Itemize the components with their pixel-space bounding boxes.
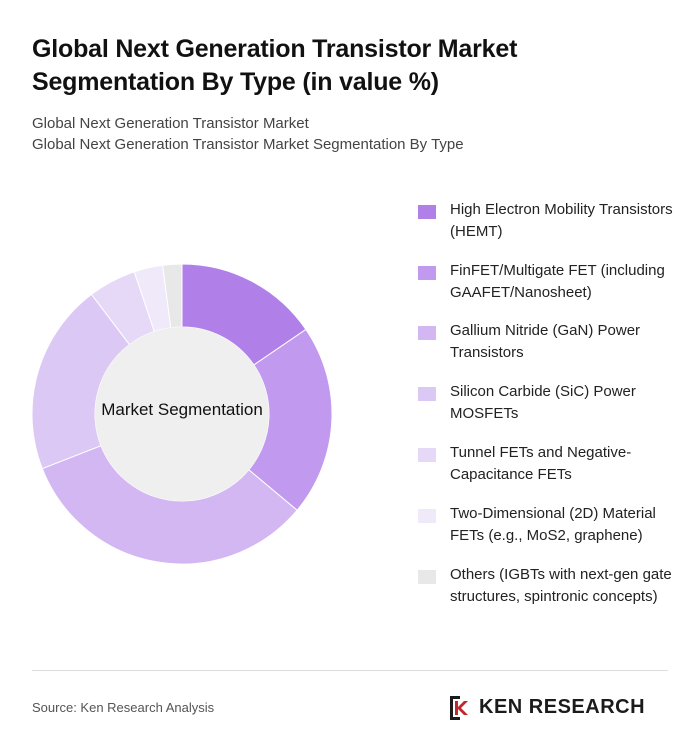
ken-research-logo: KEN RESEARCH	[447, 694, 672, 722]
legend-label: Tunnel FETs and Negative-Capacitance FET…	[450, 444, 632, 483]
legend-swatch	[418, 326, 436, 340]
legend-swatch	[418, 570, 436, 584]
subtitle-line-1: Global Next Generation Transistor Market	[32, 115, 309, 132]
legend-swatch	[418, 448, 436, 462]
legend-label: Gallium Nitride (GaN) Power Transistors	[450, 322, 641, 361]
ken-research-logo-text: KEN RESEARCH	[479, 696, 646, 718]
donut-center-label: Market Segmentation	[101, 400, 263, 419]
donut-chart	[31, 263, 333, 565]
chart-title: Global Next Generation Transistor Market…	[32, 35, 518, 96]
legend-swatch	[418, 205, 436, 219]
legend-label: High Electron Mobility Transistors (HEMT…	[450, 201, 673, 240]
footer-divider	[32, 670, 668, 671]
subtitle-line-2: Global Next Generation Transistor Market…	[32, 136, 464, 153]
chart-subtitle: Global Next Generation Transistor Market…	[32, 113, 464, 155]
legend-swatch	[418, 266, 436, 280]
legend-label: Silicon Carbide (SiC) Power MOSFETs	[450, 383, 636, 422]
legend-label: FinFET/Multigate FET (including GAAFET/N…	[450, 262, 665, 301]
donut-center-hole	[95, 327, 269, 501]
legend-label: Others (IGBTs with next-gen gate structu…	[450, 566, 672, 605]
legend-swatch	[418, 387, 436, 401]
source-note: Source: Ken Research Analysis	[32, 700, 215, 715]
legend-swatch	[418, 509, 436, 523]
ken-research-logo-icon	[450, 696, 468, 720]
legend-label: Two-Dimensional (2D) Material FETs (e.g.…	[450, 505, 656, 544]
